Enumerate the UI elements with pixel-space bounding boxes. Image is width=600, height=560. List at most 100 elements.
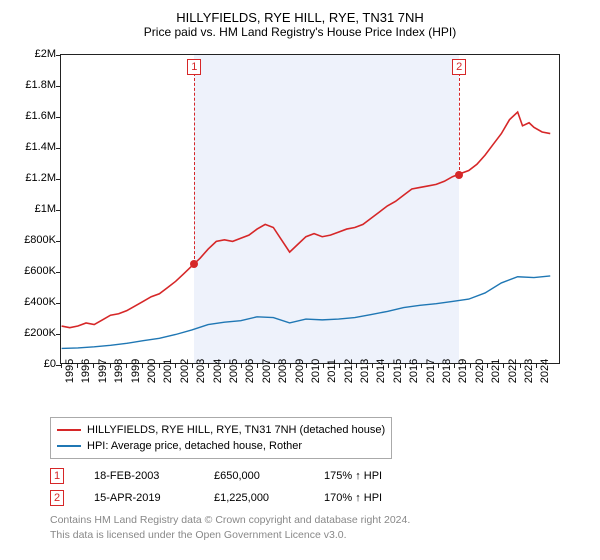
x-tick (175, 363, 176, 368)
x-axis-label: 2015 (392, 359, 404, 383)
legend-item: HILLYFIELDS, RYE HILL, RYE, TN31 7NH (de… (57, 422, 385, 438)
plot-area: 12 (60, 54, 560, 364)
x-tick (142, 363, 143, 368)
legend-item: HPI: Average price, detached house, Roth… (57, 438, 385, 454)
x-axis-label: 2017 (425, 359, 437, 383)
x-axis-label: 1998 (113, 359, 125, 383)
x-axis-label: 2018 (441, 359, 453, 383)
copyright: Contains HM Land Registry data © Crown c… (50, 513, 580, 542)
x-axis-label: 2012 (343, 359, 355, 383)
x-axis-label: 2006 (244, 359, 256, 383)
marker-dot (190, 260, 198, 268)
y-axis-label: £800K (16, 234, 56, 246)
legend-swatch (57, 429, 81, 431)
y-tick (56, 303, 61, 304)
x-tick (274, 363, 275, 368)
x-axis-label: 1999 (130, 359, 142, 383)
x-axis-label: 2024 (539, 359, 551, 383)
x-tick (405, 363, 406, 368)
y-tick (56, 148, 61, 149)
y-tick (56, 55, 61, 56)
marker-label: 1 (187, 59, 201, 75)
transaction-pct: 170% ↑ HPI (324, 492, 414, 504)
x-axis-label: 2004 (212, 359, 224, 383)
x-tick (438, 363, 439, 368)
chart-title: HILLYFIELDS, RYE HILL, RYE, TN31 7NH (10, 10, 590, 25)
copyright-line2: This data is licensed under the Open Gov… (50, 528, 580, 543)
chart-container: 12 £0£200K£400K£600K£800K£1M£1.2M£1.4M£1… (20, 49, 580, 409)
x-tick (388, 363, 389, 368)
x-tick (159, 363, 160, 368)
transaction-row: 2 15-APR-2019 £1,225,000 170% ↑ HPI (50, 487, 580, 509)
x-tick (290, 363, 291, 368)
chart-lines (61, 55, 559, 363)
y-axis-label: £600K (16, 265, 56, 277)
chart-subtitle: Price paid vs. HM Land Registry's House … (10, 25, 590, 39)
y-axis-label: £200K (16, 327, 56, 339)
transaction-table: 118-FEB-2003£650,000175% ↑ HPI215-APR-20… (50, 465, 580, 509)
transaction-marker: 2 (50, 490, 64, 506)
transaction-price: £650,000 (214, 470, 294, 482)
x-tick (208, 363, 209, 368)
y-axis-label: £1M (16, 203, 56, 215)
y-axis-label: £1.4M (16, 141, 56, 153)
marker-line (194, 73, 195, 264)
x-tick (339, 363, 340, 368)
marker-dot (455, 171, 463, 179)
x-axis-label: 2005 (228, 359, 240, 383)
x-axis-label: 2011 (326, 359, 338, 383)
x-tick (536, 363, 537, 368)
y-tick (56, 334, 61, 335)
x-axis-label: 2010 (310, 359, 322, 383)
transaction-marker: 1 (50, 468, 64, 484)
x-axis-label: 2008 (277, 359, 289, 383)
x-tick (126, 363, 127, 368)
x-tick (520, 363, 521, 368)
x-tick (257, 363, 258, 368)
transaction-price: £1,225,000 (214, 492, 294, 504)
legend-swatch (57, 445, 81, 447)
x-axis-label: 1995 (64, 359, 76, 383)
copyright-line1: Contains HM Land Registry data © Crown c… (50, 513, 580, 528)
y-tick (56, 272, 61, 273)
x-axis-label: 2002 (179, 359, 191, 383)
y-axis-label: £1.6M (16, 110, 56, 122)
x-axis-label: 2003 (195, 359, 207, 383)
x-tick (356, 363, 357, 368)
x-tick (372, 363, 373, 368)
x-axis-label: 2007 (261, 359, 273, 383)
x-tick (487, 363, 488, 368)
legend-label: HPI: Average price, detached house, Roth… (87, 440, 302, 452)
legend: HILLYFIELDS, RYE HILL, RYE, TN31 7NH (de… (50, 417, 392, 459)
y-tick (56, 210, 61, 211)
x-axis-label: 2021 (490, 359, 502, 383)
x-axis-label: 2001 (162, 359, 174, 383)
y-tick (56, 179, 61, 180)
series-line (62, 276, 551, 348)
x-axis-label: 2019 (457, 359, 469, 383)
x-tick (470, 363, 471, 368)
y-axis-label: £1.2M (16, 172, 56, 184)
y-axis-label: £0 (16, 358, 56, 370)
x-tick (421, 363, 422, 368)
transaction-row: 118-FEB-2003£650,000175% ↑ HPI (50, 465, 580, 487)
x-axis-label: 1996 (80, 359, 92, 383)
x-axis-label: 2022 (507, 359, 519, 383)
transaction-date: 15-APR-2019 (94, 492, 184, 504)
y-axis-label: £1.8M (16, 79, 56, 91)
x-axis-label: 2000 (146, 359, 158, 383)
x-axis-label: 2023 (523, 359, 535, 383)
x-tick (323, 363, 324, 368)
x-axis-label: 2020 (474, 359, 486, 383)
x-tick (77, 363, 78, 368)
x-axis-label: 2013 (359, 359, 371, 383)
x-tick (454, 363, 455, 368)
x-tick (503, 363, 504, 368)
legend-label: HILLYFIELDS, RYE HILL, RYE, TN31 7NH (de… (87, 424, 385, 436)
x-tick (192, 363, 193, 368)
y-tick (56, 241, 61, 242)
x-tick (61, 363, 62, 368)
y-tick (56, 86, 61, 87)
x-tick (110, 363, 111, 368)
x-tick (241, 363, 242, 368)
